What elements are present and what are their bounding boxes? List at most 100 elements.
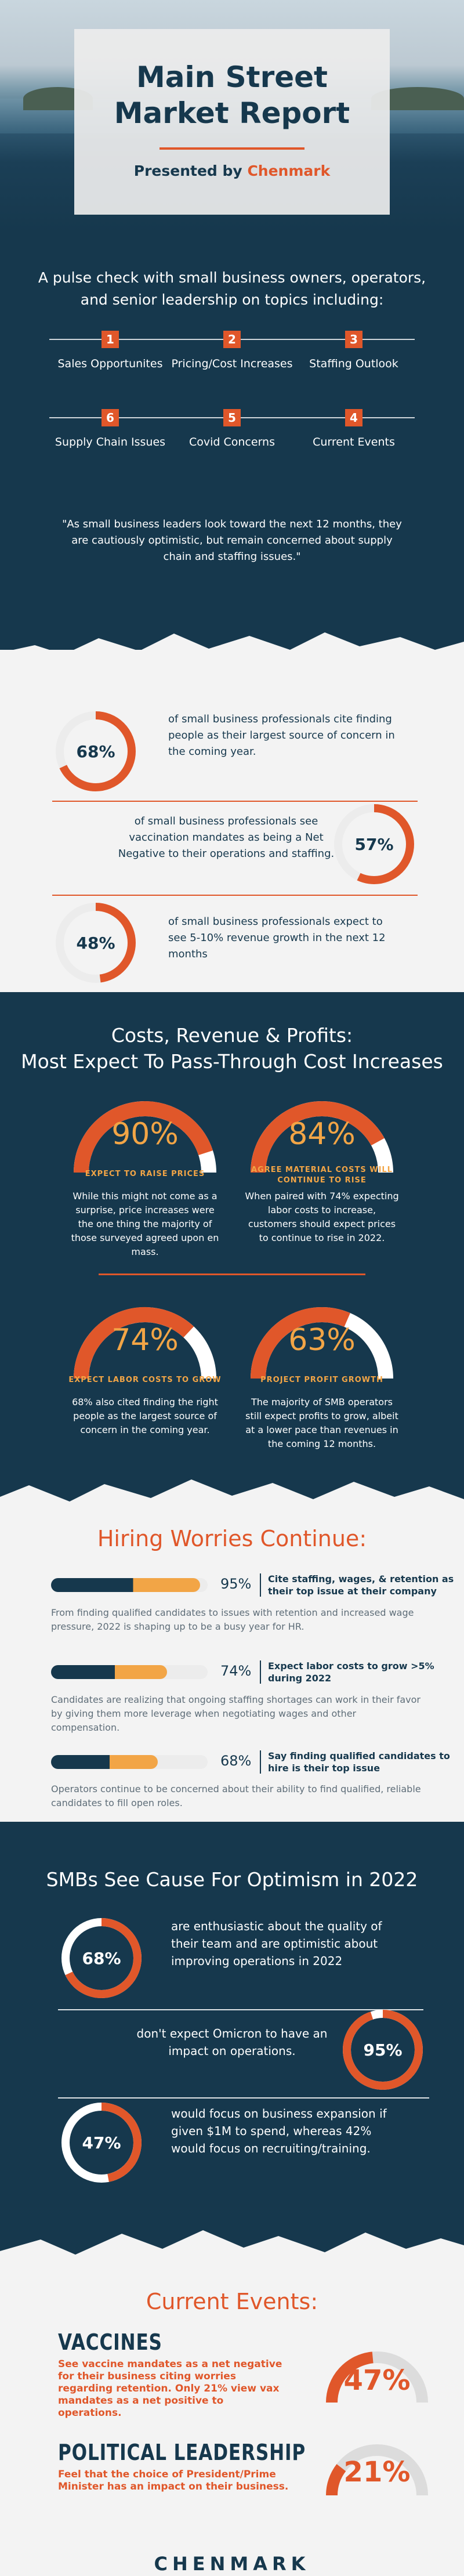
title-rule (160, 147, 304, 150)
stat-value-1: 68% (76, 741, 115, 761)
opt-value-1: 68% (82, 1948, 121, 1968)
bar-fill-2 (51, 1665, 167, 1679)
gauge-value-4: 63% (288, 1323, 356, 1358)
current-events-section: Current Events: VACCINES See vaccine man… (0, 2266, 464, 2576)
bar-label-1: Cite staffing, wages, & retention as the… (268, 1573, 454, 1597)
topic-item-2: 2 Pricing/Cost Increases (171, 331, 293, 371)
topic-label: Pricing/Cost Increases (171, 357, 293, 370)
ring-fill (61, 2103, 142, 2183)
bar-separator-3 (260, 1750, 261, 1774)
topic-label: Current Events (313, 436, 395, 448)
opt-ring-2 (343, 2010, 423, 2090)
event-desc-vaccines: See vaccine mandates as a net negative f… (58, 2358, 282, 2419)
intro-quote: "As small business leaders look toward t… (62, 518, 402, 563)
presented-by: Presented by Chenmark (74, 162, 390, 179)
report-title: Main Street Market Report (74, 59, 390, 131)
bar-fill-3 (51, 1755, 158, 1769)
costs-title-line-1: Costs, Revenue & Profits: (111, 1024, 353, 1047)
gauge-fill (251, 1307, 350, 1379)
title-line-2: Market Report (114, 96, 350, 130)
torn-edge-intro (0, 632, 464, 690)
stat-divider-1 (52, 801, 418, 802)
ring-fill (56, 711, 136, 791)
bar-desc-3: Operators continue to be concerned about… (51, 1783, 421, 1808)
event-value-vaccines: 47% (343, 2364, 411, 2397)
stat-divider-2 (52, 895, 418, 896)
gauge-desc-1: While this might not come as a surprise,… (71, 1191, 219, 1257)
gauge-value-2: 84% (288, 1117, 356, 1152)
stat-ring-1 (56, 711, 136, 791)
gauge-desc-2: When paired with 74% expecting labor cos… (245, 1191, 399, 1243)
opt-text-1: are enthusiastic about the quality of th… (171, 1919, 382, 1968)
topic-item-6: 6 Supply Chain Issues (49, 409, 171, 450)
stat-text-2: of small business professionals see vacc… (118, 815, 335, 860)
topic-label: Covid Concerns (188, 436, 275, 448)
event-gauge-political (326, 2444, 428, 2496)
topic-item-1: 1 Sales Opportunites (49, 331, 171, 371)
gauge-caption-2: AGREE MATERIAL COSTS WILL CONTINUE TO RI… (251, 1166, 393, 1185)
gauge-2 (251, 1101, 393, 1173)
gauge-fill (326, 2464, 346, 2496)
optimism-section: SMBs See Cause For Optimism in 2022 68% … (0, 1822, 464, 2274)
bar-desc-1: From finding qualified candidates to iss… (51, 1607, 414, 1632)
topic-number: 1 (102, 331, 119, 348)
opt-value-3: 47% (82, 2133, 121, 2152)
bar-separator-2 (260, 1660, 261, 1684)
opt-ring-3 (61, 2103, 142, 2183)
gauge-desc-4: The majority of SMB operators still expe… (245, 1396, 398, 1449)
opt-divider-1 (58, 2009, 423, 2010)
gauge-4 (251, 1307, 393, 1379)
gauge-3 (74, 1307, 216, 1379)
topic-label: Sales Opportunites (57, 357, 163, 370)
gauge-fill (326, 2351, 374, 2403)
topic-number: 6 (102, 409, 119, 426)
bar-label-3: Say finding qualified candidates to hire… (268, 1750, 450, 1774)
costs-title-line-2: Most Expect To Pass-Through Cost Increas… (21, 1050, 443, 1073)
intro-lead: A pulse check with small business owners… (38, 269, 426, 308)
gauge-caption-1: EXPECT TO RAISE PRICES (85, 1170, 205, 1178)
events-title: Current Events: (146, 2289, 318, 2314)
bar-fill-1 (51, 1578, 200, 1592)
stat-ring-2 (334, 804, 414, 884)
gauge-fill (74, 1101, 213, 1173)
event-heading-vaccines: VACCINES (58, 2329, 162, 2355)
topic-number: 3 (345, 331, 362, 348)
gauge-caption-3: EXPECT LABOR COSTS TO GROW (68, 1376, 222, 1384)
gauge-caption-4: PROJECT PROFIT GROWTH (260, 1376, 383, 1384)
hiring-section: Hiring Worries Continue: 95% Cite staffi… (0, 1514, 464, 1822)
stat-ring-3 (56, 903, 136, 983)
event-desc-political: Feel that the choice of President/Prime … (58, 2469, 289, 2492)
opt-ring-1 (61, 1918, 142, 1998)
bar-separator-1 (260, 1573, 261, 1597)
topic-label: Supply Chain Issues (55, 436, 166, 448)
intro-section: A pulse check with small business owners… (0, 232, 464, 650)
ring-fill (334, 804, 414, 884)
bar-value-3: 68% (220, 1753, 252, 1769)
stat-value-3: 48% (76, 933, 115, 953)
key-stats-section: 68% of small business professionals cite… (0, 685, 464, 992)
topic-number: 4 (345, 409, 362, 426)
event-gauge-vaccines (326, 2351, 428, 2403)
gauge-fill (251, 1101, 385, 1173)
hero-section: Main Street Market Report Presented by C… (0, 0, 464, 232)
costs-divider (99, 1273, 365, 1275)
stat-text-3: of small business professionals expect t… (168, 916, 386, 960)
gauge-value-3: 74% (111, 1323, 179, 1358)
topic-number: 2 (223, 331, 241, 348)
optimism-title: SMBs See Cause For Optimism in 2022 (46, 1868, 418, 1891)
ring-fill (56, 903, 136, 983)
topic-label: Staffing Outlook (309, 357, 398, 370)
stat-text-1: of small business professionals cite fin… (168, 713, 395, 758)
opt-text-2: don't expect Omicron to have an impact o… (136, 2027, 328, 2058)
gauge-fill (74, 1307, 194, 1379)
opt-value-2: 95% (363, 2040, 403, 2060)
title-line-1: Main Street (136, 60, 328, 94)
bar-label-2: Expect labor costs to grow >5% during 20… (268, 1660, 434, 1684)
event-heading-political: POLITICAL LEADERSHIP (58, 2440, 306, 2465)
footer-logo: CHENMARK (154, 2553, 310, 2575)
ring-fill (61, 1918, 142, 1998)
gauge-1 (74, 1101, 216, 1173)
presented-by-brand: Chenmark (247, 162, 331, 179)
stat-value-2: 57% (354, 834, 394, 854)
bar-value-2: 74% (220, 1663, 252, 1679)
